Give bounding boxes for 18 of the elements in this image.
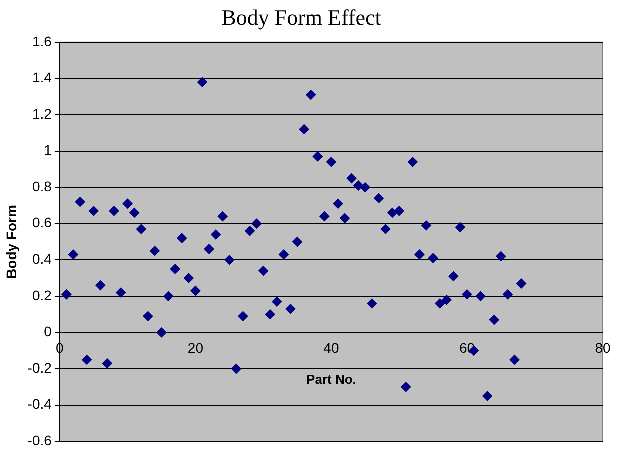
y-axis-title: Body Form: [3, 205, 20, 279]
y-tick-label: 1.2: [32, 106, 52, 122]
y-tick-label: 0.2: [32, 287, 52, 304]
y-tick-label: 1: [44, 142, 52, 158]
y-tick-label: 0.8: [32, 178, 52, 194]
x-axis-title: Part No.: [306, 372, 356, 387]
y-tick-label: 0: [44, 324, 52, 340]
y-tick-label: 0.6: [32, 214, 52, 231]
chart-title: Body Form Effect: [222, 4, 382, 30]
x-tick-label: 80: [595, 340, 611, 356]
y-tick-label: -0.4: [28, 396, 52, 412]
x-tick-label: 40: [324, 340, 340, 356]
y-tick-label: -0.6: [28, 432, 52, 448]
y-tick-label: 0.4: [32, 251, 52, 268]
y-tick-label: -0.2: [28, 360, 52, 376]
x-tick-label: 20: [188, 340, 204, 356]
y-tick-label: 1.6: [32, 33, 52, 50]
y-tick-label: 1.4: [32, 70, 52, 86]
